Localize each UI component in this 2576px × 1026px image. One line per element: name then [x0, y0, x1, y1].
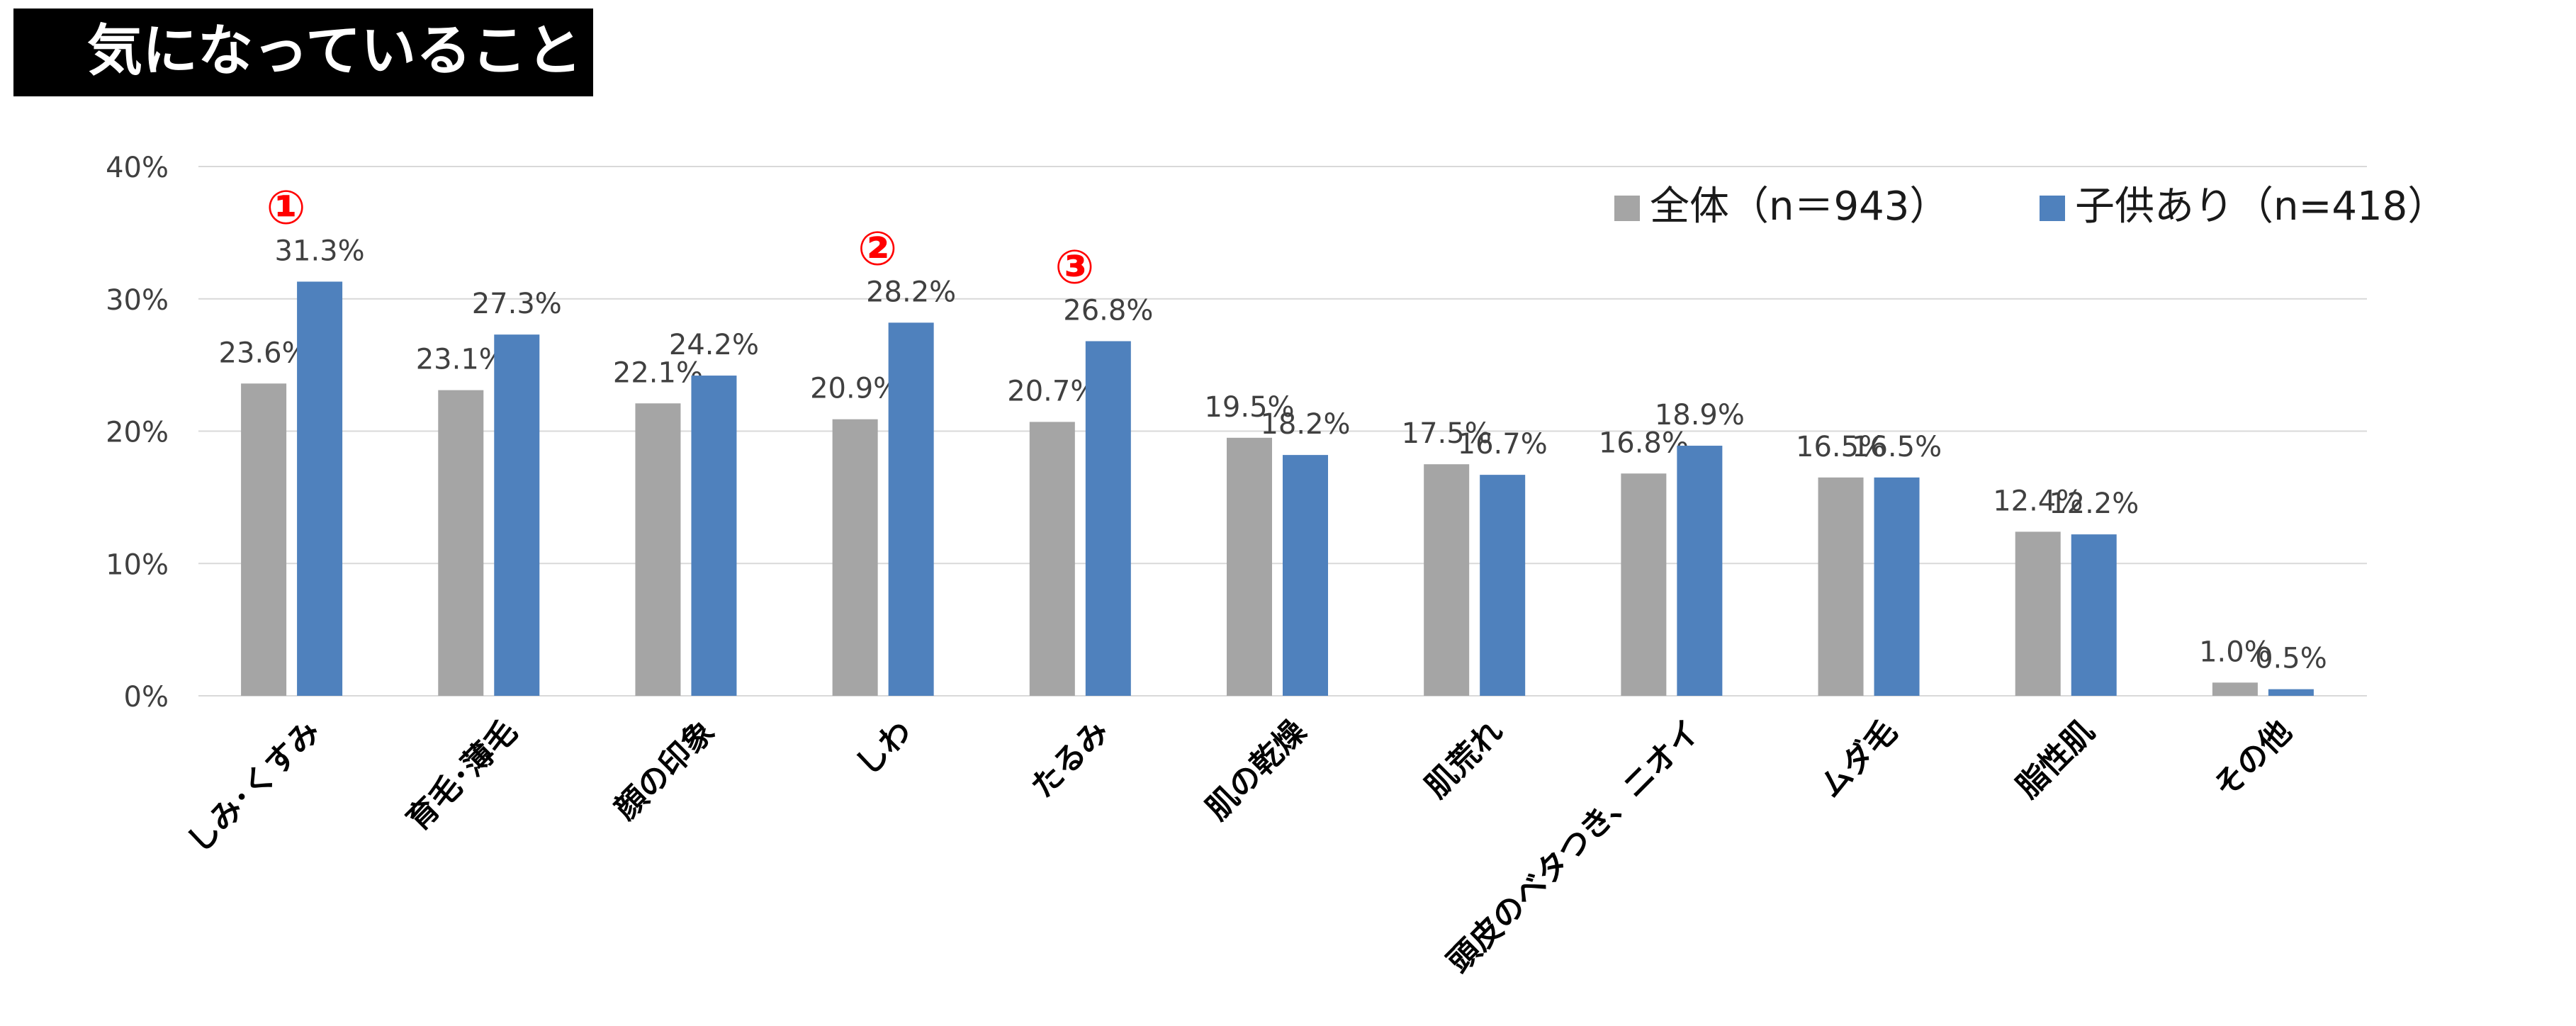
data-label: 12.2% — [2049, 487, 2139, 520]
data-label: 1.0% — [2199, 636, 2271, 668]
data-label: 19.5% — [1204, 391, 1294, 424]
data-label: 16.5% — [1796, 431, 1886, 463]
bar-all — [241, 383, 287, 696]
data-label: 16.8% — [1599, 427, 1689, 459]
data-label: 18.9% — [1655, 399, 1745, 432]
bar-all — [438, 390, 484, 696]
data-label: 16.7% — [1458, 428, 1548, 461]
y-tick-label: 30% — [106, 284, 169, 317]
x-tick-label: ムダ毛 — [1813, 714, 1904, 805]
rank-marker: ③ — [1054, 240, 1094, 295]
legend-label-children: 子供あり（n=418） — [2075, 184, 2447, 230]
x-tick-label: 顔の印象 — [608, 714, 722, 828]
data-label: 24.2% — [669, 329, 759, 361]
legend-swatch-all — [1614, 196, 1640, 221]
x-tick-label: 脂性肌 — [2010, 714, 2101, 805]
bar-all — [1621, 473, 1667, 696]
x-tick-label: たるみ — [1024, 714, 1115, 805]
bar-children — [1677, 446, 1723, 696]
data-label: 26.8% — [1063, 295, 1153, 327]
data-label: 17.5% — [1402, 417, 1492, 450]
data-label: 23.6% — [219, 337, 309, 369]
data-label: 0.5% — [2255, 643, 2327, 675]
bar-children — [297, 281, 343, 696]
title-banner: 気になっていること — [13, 9, 593, 96]
bar-all — [2212, 682, 2258, 696]
legend-label-all: 全体（n＝943） — [1650, 184, 1949, 230]
x-tick-label: しみ･くすみ — [181, 714, 327, 860]
y-tick-label: 0% — [124, 681, 169, 714]
data-label: 20.7% — [1007, 375, 1097, 407]
bar-children — [691, 376, 737, 696]
data-label: 31.3% — [275, 235, 365, 267]
rank-marker: ① — [266, 180, 306, 235]
x-tick-label: 育毛･薄毛 — [400, 714, 524, 838]
data-label: 18.2% — [1260, 408, 1350, 441]
bar-children — [1283, 455, 1328, 696]
data-label: 16.5% — [1852, 431, 1942, 463]
bar-children — [888, 322, 934, 696]
bar-children — [2268, 689, 2314, 696]
data-label: 28.2% — [866, 276, 956, 308]
bar-all — [1818, 477, 1864, 696]
data-label: 23.1% — [416, 344, 506, 376]
page-title: 気になっていること — [87, 19, 583, 83]
data-label: 20.9% — [810, 373, 900, 405]
bar-children — [1874, 477, 1920, 696]
data-label: 27.3% — [472, 288, 562, 320]
bar-children — [2071, 534, 2117, 696]
x-tick-label: その他 — [2207, 714, 2298, 805]
legend-swatch-children — [2040, 196, 2065, 221]
y-tick-label: 10% — [106, 548, 169, 581]
y-tick-label: 40% — [106, 152, 169, 184]
data-label: 22.1% — [613, 356, 703, 389]
data-label: 12.4% — [1993, 485, 2083, 517]
bar-all — [1227, 437, 1272, 696]
bar-all — [2015, 531, 2061, 696]
bar-all — [832, 419, 878, 696]
bar-all — [1424, 464, 1470, 696]
bar-all — [635, 403, 681, 696]
bar-all — [1029, 422, 1075, 696]
bar-children — [1480, 475, 1526, 696]
bar-children — [1085, 341, 1131, 696]
x-tick-label: 肌の乾燥 — [1199, 713, 1313, 827]
x-tick-label: しわ — [849, 714, 918, 783]
x-tick-label: 肌荒れ — [1419, 714, 1510, 805]
rank-marker: ② — [857, 221, 897, 276]
y-tick-label: 20% — [106, 417, 169, 449]
bar-children — [494, 334, 540, 696]
